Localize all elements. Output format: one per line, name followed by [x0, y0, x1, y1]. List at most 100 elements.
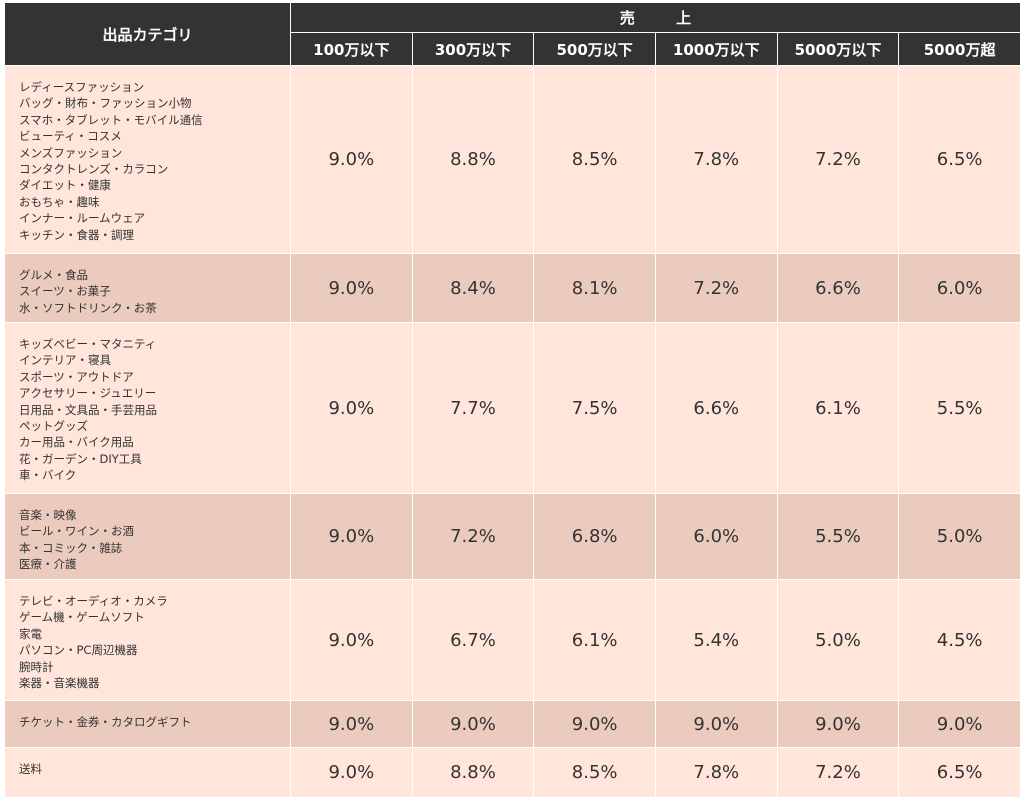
category-name: 音楽・映像	[19, 508, 77, 522]
rate-cell: 8.8%	[411, 65, 535, 254]
category-name: ビューティ・コスメ	[19, 129, 122, 144]
category-name: スイーツ・お菓子	[19, 284, 111, 299]
category-name: 水・ソフトドリンク・お茶	[19, 300, 157, 315]
rate-cell: 7.2%	[776, 65, 900, 254]
rate-cell: 7.8%	[654, 747, 778, 798]
rate-cell: 8.5%	[533, 747, 656, 798]
category-name: ペットグッズ	[19, 419, 88, 434]
category-name: テレビ・オーディオ・カメラ	[19, 594, 168, 608]
rate-cell: 6.5%	[898, 65, 1021, 254]
category-name: アクセサリー・ジュエリー	[19, 386, 157, 401]
table-row: テレビ・オーディオ・カメラ ゲーム機・ゲームソフト 家電 パソコン・PC周辺機器…	[4, 579, 1021, 701]
table-row: グルメ・食品 スイーツ・お菓子 水・ソフトドリンク・お茶 9.0% 8.4% 8…	[4, 253, 1021, 323]
category-name: カー用品・バイク用品	[19, 435, 134, 450]
fee-table-container: 出品カテゴリ 売 上 100万以下 300万以下 500万以下 1000万以下 …	[4, 1, 1021, 798]
table-row: キッズベビー・マタニティ インテリア・寝具 スポーツ・アウトドア アクセサリー・…	[4, 322, 1021, 494]
rate-cell: 7.8%	[654, 65, 778, 254]
category-name: キッチン・食器・調理	[19, 227, 134, 242]
rate-cell: 5.0%	[776, 579, 900, 701]
rate-cell: 8.1%	[533, 253, 656, 323]
category-name: レディースファッション	[19, 80, 145, 94]
category-name: スマホ・タブレット・モバイル通信	[19, 112, 203, 127]
rate-cell: 6.1%	[533, 579, 656, 701]
rate-cell: 9.0%	[290, 65, 413, 254]
category-name: チケット・金券・カタログギフト	[19, 715, 192, 729]
category-name: 腕時計	[19, 659, 54, 674]
table-row: チケット・金券・カタログギフト 9.0% 9.0% 9.0% 9.0% 9.0%…	[4, 700, 1021, 748]
category-name: ビール・ワイン・お酒	[19, 524, 134, 539]
category-name: ダイエット・健康	[19, 178, 111, 193]
category-cell: テレビ・オーディオ・カメラ ゲーム機・ゲームソフト 家電 パソコン・PC周辺機器…	[4, 579, 291, 701]
category-name: 送料	[19, 762, 42, 776]
rate-cell: 5.4%	[654, 579, 778, 701]
category-name: インテリア・寝具	[19, 353, 111, 368]
category-cell: 音楽・映像 ビール・ワイン・お酒 本・コミック・雑誌 医療・介護	[4, 493, 291, 580]
rate-cell: 6.6%	[654, 322, 778, 494]
category-cell: 送料	[4, 747, 291, 798]
fee-rate-table: 出品カテゴリ 売 上 100万以下 300万以下 500万以下 1000万以下 …	[4, 1, 1021, 798]
rate-cell: 9.0%	[290, 322, 413, 494]
category-name: パソコン・PC周辺機器	[19, 643, 138, 658]
category-name: 車・バイク	[19, 468, 77, 483]
rate-cell: 8.8%	[411, 747, 535, 798]
category-name: スポーツ・アウトドア	[19, 369, 134, 384]
rate-cell: 7.2%	[411, 493, 535, 580]
rate-cell: 6.0%	[898, 253, 1021, 323]
category-name: メンズファッション	[19, 145, 123, 160]
table-row: レディースファッション バッグ・財布・ファッション小物 スマホ・タブレット・モバ…	[4, 65, 1021, 254]
tier-header-300man: 300万以下	[411, 32, 535, 66]
rate-cell: 5.5%	[898, 322, 1021, 494]
category-cell: チケット・金券・カタログギフト	[4, 700, 291, 748]
rate-cell: 7.5%	[533, 322, 656, 494]
table-row: 音楽・映像 ビール・ワイン・お酒 本・コミック・雑誌 医療・介護 9.0% 7.…	[4, 493, 1021, 580]
rate-cell: 9.0%	[290, 493, 413, 580]
category-name: 花・ガーデン・DIY工具	[19, 451, 142, 466]
rate-cell: 6.6%	[776, 253, 900, 323]
category-name: 本・コミック・雑誌	[19, 540, 123, 555]
category-name: コンタクトレンズ・カラコン	[19, 162, 169, 177]
category-name: 日用品・文具品・手芸用品	[19, 402, 157, 417]
rate-cell: 6.0%	[654, 493, 778, 580]
rate-cell: 9.0%	[290, 579, 413, 701]
rate-cell: 7.7%	[411, 322, 535, 494]
category-name: おもちゃ・趣味	[19, 194, 100, 209]
rate-cell: 6.8%	[533, 493, 656, 580]
rate-cell: 6.1%	[776, 322, 900, 494]
table-row: 送料 9.0% 8.8% 8.5% 7.8% 7.2% 6.5%	[4, 747, 1021, 798]
tier-header-over-5000man: 5000万超	[898, 32, 1021, 66]
sales-column-header: 売 上	[290, 1, 1021, 34]
tier-header-100man: 100万以下	[290, 32, 413, 66]
rate-cell: 9.0%	[290, 747, 413, 798]
rate-cell: 7.2%	[776, 747, 900, 798]
rate-cell: 6.5%	[898, 747, 1021, 798]
rate-cell: 9.0%	[533, 700, 656, 748]
table-header: 出品カテゴリ 売 上 100万以下 300万以下 500万以下 1000万以下 …	[4, 1, 1021, 66]
rate-cell: 8.4%	[411, 253, 535, 323]
rate-cell: 9.0%	[290, 253, 413, 323]
category-cell: キッズベビー・マタニティ インテリア・寝具 スポーツ・アウトドア アクセサリー・…	[4, 322, 291, 494]
rate-cell: 9.0%	[290, 700, 413, 748]
rate-cell: 9.0%	[898, 700, 1021, 748]
rate-cell: 5.5%	[776, 493, 900, 580]
tier-header-1000man: 1000万以下	[654, 32, 778, 66]
category-name: 医療・介護	[19, 557, 77, 572]
category-name: インナー・ルームウェア	[19, 211, 146, 226]
rate-cell: 9.0%	[411, 700, 535, 748]
category-name: バッグ・財布・ファッション小物	[19, 96, 192, 111]
rate-cell: 9.0%	[654, 700, 778, 748]
tier-header-5000man: 5000万以下	[776, 32, 900, 66]
category-cell: グルメ・食品 スイーツ・お菓子 水・ソフトドリンク・お茶	[4, 253, 291, 323]
rate-cell: 5.0%	[898, 493, 1021, 580]
rate-cell: 4.5%	[898, 579, 1021, 701]
rate-cell: 6.7%	[411, 579, 535, 701]
rate-cell: 9.0%	[776, 700, 900, 748]
category-name: 家電	[19, 626, 42, 641]
tier-header-500man: 500万以下	[533, 32, 656, 66]
category-name: 楽器・音楽機器	[19, 676, 100, 691]
category-cell: レディースファッション バッグ・財布・ファッション小物 スマホ・タブレット・モバ…	[4, 65, 291, 254]
table-body: レディースファッション バッグ・財布・ファッション小物 スマホ・タブレット・モバ…	[4, 65, 1021, 798]
category-name: グルメ・食品	[19, 268, 88, 282]
rate-cell: 7.2%	[654, 253, 778, 323]
category-name: ゲーム機・ゲームソフト	[19, 610, 145, 625]
category-name: キッズベビー・マタニティ	[19, 337, 157, 351]
